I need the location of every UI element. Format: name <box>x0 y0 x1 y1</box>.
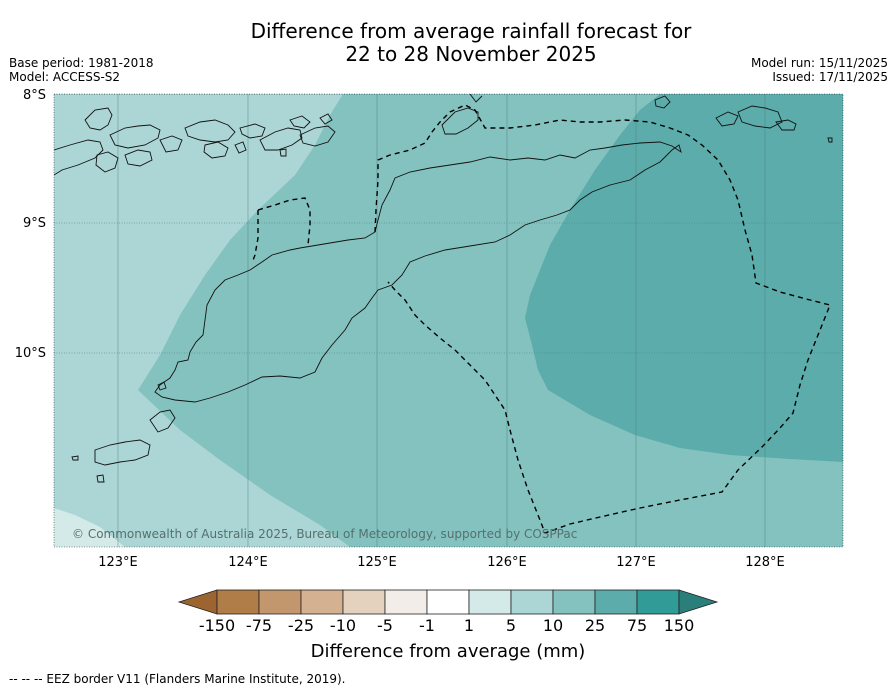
model-name: Model: ACCESS-S2 <box>9 70 121 84</box>
lat-label-9s: 9°S <box>23 216 46 231</box>
lon-label-123e: 123°E <box>98 555 138 570</box>
colorbar-tick-label: -150 <box>199 616 235 635</box>
colorbar-tick-label: -75 <box>246 616 272 635</box>
colorbar-tick-label: -5 <box>377 616 393 635</box>
colorbar-swatch <box>594 589 638 615</box>
lat-label-10s: 10°S <box>15 346 46 361</box>
colorbar-extend-low <box>177 589 218 615</box>
colorbar-swatch <box>300 589 344 615</box>
lon-label-128e: 128°E <box>745 555 785 570</box>
eez-legend-footer: -- -- -- EEZ border V11 (Flanders Marine… <box>9 672 346 686</box>
colorbar-swatch <box>552 589 596 615</box>
colorbar-tick-label: -10 <box>330 616 356 635</box>
issued-date: Issued: 17/11/2025 <box>772 70 888 84</box>
colorbar-label: Difference from average (mm) <box>311 641 586 662</box>
copyright-text: © Commonwealth of Australia 2025, Bureau… <box>72 527 577 541</box>
model-run: Model run: 15/11/2025 <box>750 56 888 70</box>
title-line-1: Difference from average rainfall forecas… <box>250 19 692 43</box>
lat-labels: 8°S 9°S 10°S <box>15 88 46 361</box>
base-period: Base period: 1981-2018 <box>9 56 154 70</box>
meta-right: Model run: 15/11/2025 Issued: 17/11/2025 <box>751 56 888 84</box>
lon-labels: 123°E 124°E 125°E 126°E 127°E 128°E <box>98 555 785 570</box>
lon-label-124e: 124°E <box>228 555 268 570</box>
lon-label-125e: 125°E <box>357 555 397 570</box>
colorbar-tick-label: -1 <box>419 616 435 635</box>
colorbar-swatch <box>258 589 302 615</box>
eez-border <box>251 104 831 534</box>
colorbar-swatch <box>636 589 680 615</box>
colorbar <box>177 589 719 615</box>
timor-island <box>154 141 682 403</box>
colorbar-tick-label: 75 <box>627 616 647 635</box>
colorbar-tick-label: 10 <box>543 616 563 635</box>
page-title: Difference from average rainfall forecas… <box>0 20 896 66</box>
band-1-5 <box>54 508 125 547</box>
colorbar-swatch <box>216 589 260 615</box>
lon-label-127e: 127°E <box>616 555 656 570</box>
lat-label-8s: 8°S <box>23 88 46 103</box>
colorbar-swatch <box>510 589 554 615</box>
rainfall-map: © Commonwealth of Australia 2025, Bureau… <box>54 94 843 547</box>
grid-lines <box>54 94 843 547</box>
colorbar-swatch <box>426 589 470 615</box>
colorbar-swatch <box>384 589 428 615</box>
colorbar-tick-label: 1 <box>464 616 474 635</box>
colorbar-swatch <box>342 589 386 615</box>
colorbar-ticks: -150 -75 -25 -10 -5 -1 1 5 10 25 75 150 <box>199 616 694 635</box>
colorbar-swatch <box>468 589 512 615</box>
colorbar-tick-label: 150 <box>664 616 695 635</box>
coastlines <box>54 94 833 483</box>
colorbar-extend-high <box>678 589 719 615</box>
meta-left: Base period: 1981-2018 Model: ACCESS-S2 <box>9 56 154 84</box>
colorbar-tick-label: -25 <box>288 616 314 635</box>
band-25-75 <box>525 94 843 462</box>
colorbar-tick-label: 25 <box>585 616 605 635</box>
lon-label-126e: 126°E <box>487 555 527 570</box>
title-line-2: 22 to 28 November 2025 <box>345 42 597 66</box>
colorbar-tick-label: 5 <box>506 616 516 635</box>
